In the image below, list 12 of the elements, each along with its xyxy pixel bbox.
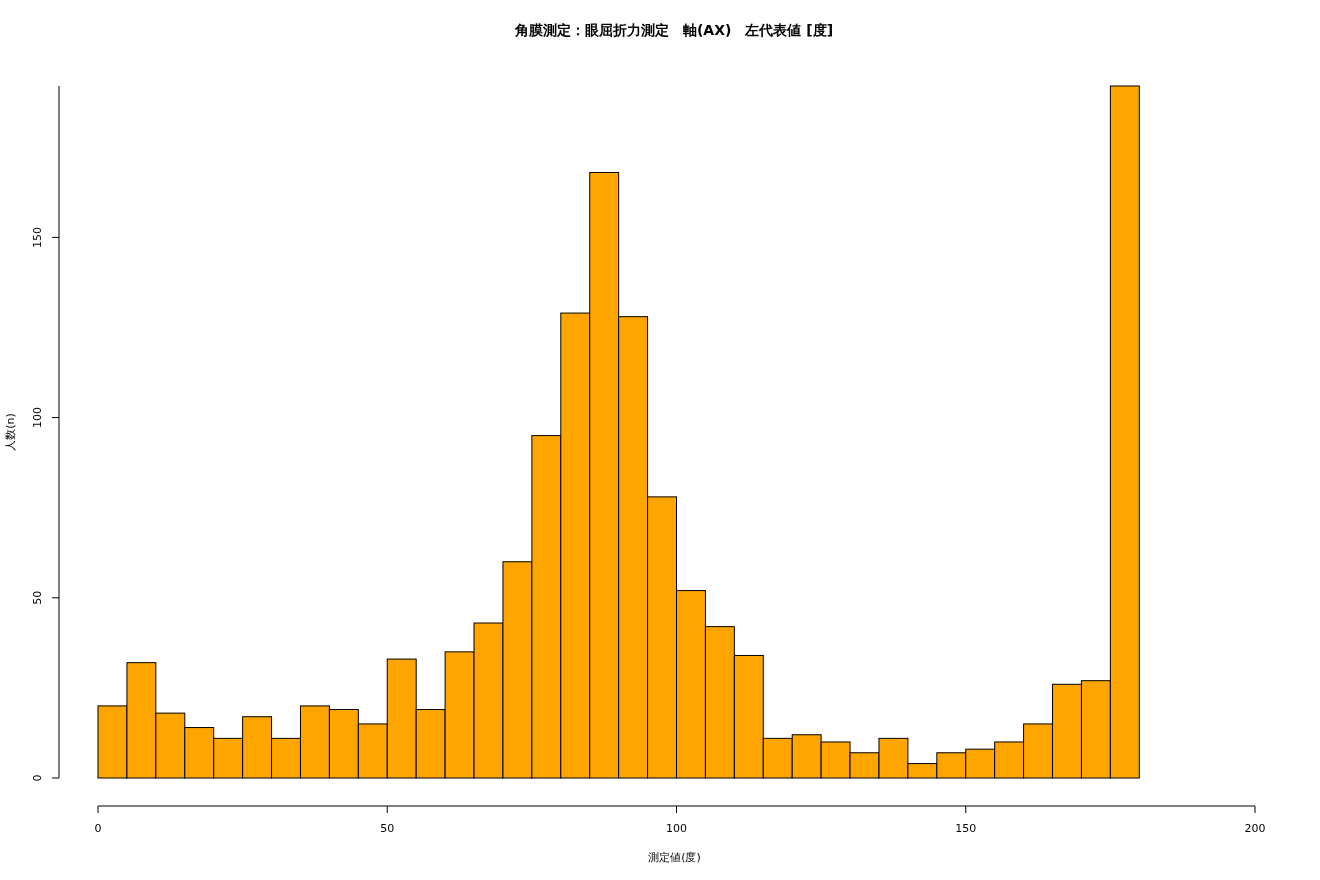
chart-title: 角膜測定：眼屈折力測定 軸(AX) 左代表値 [度] bbox=[513, 22, 834, 38]
x-tick-label: 50 bbox=[380, 822, 395, 835]
x-tick-label: 200 bbox=[1244, 822, 1266, 835]
y-tick-label: 0 bbox=[31, 774, 44, 782]
y-axis-title: 人数(n) bbox=[4, 413, 17, 451]
x-axis-title: 測定値(度) bbox=[648, 851, 701, 864]
y-tick-label: 50 bbox=[31, 590, 44, 605]
y-tick-label: 150 bbox=[31, 226, 44, 248]
x-tick-label: 0 bbox=[94, 822, 102, 835]
x-tick-label: 150 bbox=[955, 822, 977, 835]
x-tick-label: 100 bbox=[666, 822, 687, 835]
y-tick-label: 100 bbox=[31, 407, 44, 429]
